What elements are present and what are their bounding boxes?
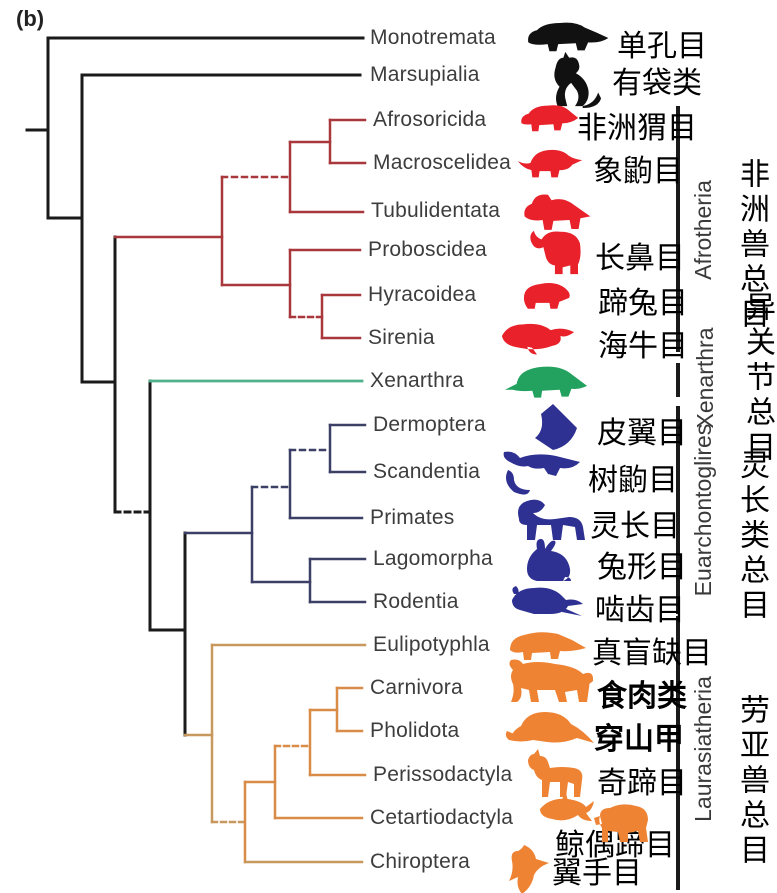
taxon-label-pholidota: Pholidota <box>370 719 460 742</box>
clade-euarchontoglires-branches <box>183 423 367 604</box>
taxon-label-sirenia: Sirenia <box>368 326 435 349</box>
taxon-cn-perissodactyla: 奇蹄目 <box>597 767 687 800</box>
taxon-cn-sirenia: 海牛目 <box>598 330 688 363</box>
tiger-icon <box>509 659 594 702</box>
taxon-cn-marsupialia: 有袋类 <box>612 67 702 100</box>
colugo-icon <box>535 404 577 450</box>
taxon-cn-scandentia: 树鼩目 <box>588 464 678 497</box>
taxon-cn-monotremata: 单孔目 <box>617 30 707 63</box>
taxon-label-dermoptera: Dermoptera <box>373 413 486 436</box>
taxon-label-lagomorpha: Lagomorpha <box>373 547 493 570</box>
taxon-label-xenarthra: Xenarthra <box>370 369 465 392</box>
group-cn-afrotheria: 非洲兽总目 <box>735 158 768 333</box>
taxon-cn-macroscelidea: 象鼩目 <box>593 155 683 188</box>
taxon-label-macroscelidea: Macroscelidea <box>373 151 511 174</box>
kangaroo-icon <box>554 51 602 108</box>
taxon-label-tubulidentata: Tubulidentata <box>371 199 501 222</box>
figure-label: (b) <box>16 6 45 31</box>
taxon-cn-hyracoidea: 蹄兔目 <box>598 287 688 320</box>
bat-icon <box>509 845 549 893</box>
moonrat-icon <box>510 632 586 660</box>
horse-icon <box>528 749 583 797</box>
taxon-label-cetartiodactyla: Cetartiodactyla <box>370 806 514 829</box>
taxon-cn-lagomorpha: 兔形目 <box>597 551 687 584</box>
elephant-icon <box>530 230 581 275</box>
pig-icon <box>594 804 648 842</box>
group-label-laurasiatheria: Laurasiatheria <box>690 676 716 822</box>
group-label-euarchontoglires: Euarchontoglires <box>690 423 716 597</box>
taxon-label-carnivora: Carnivora <box>370 676 463 699</box>
clade-afrotheria-branches <box>113 118 367 340</box>
taxon-label-monotremata: Monotremata <box>370 26 496 49</box>
taxon-label-rodentia: Rodentia <box>373 590 459 613</box>
taxon-label-perissodactyla: Perissodactyla <box>373 763 513 786</box>
elephant-shrew-icon <box>517 149 583 178</box>
taxon-label-scandentia: Scandentia <box>373 460 481 483</box>
group-cn-euarchontoglires: 灵长类总目 <box>735 449 768 624</box>
taxon-label-marsupialia: Marsupialia <box>370 63 480 86</box>
taxon-cn-carnivora: 食肉类 <box>597 680 687 713</box>
taxon-label-primates: Primates <box>370 506 455 529</box>
taxon-cn-rodentia: 啮齿目 <box>595 594 685 627</box>
primate-icon <box>518 499 585 540</box>
group-cn-xenarthra: 异关节总目 <box>741 291 774 466</box>
taxon-cn-eulipotyphla: 真盲缺目 <box>592 637 712 670</box>
whale-pig-icon <box>540 793 594 821</box>
aardvark-icon <box>524 194 591 230</box>
taxon-label-afrosoricida: Afrosoricida <box>373 108 487 131</box>
taxon-label-chiroptera: Chiroptera <box>370 850 471 873</box>
hyrax-icon <box>523 283 570 309</box>
group-cn-laurasiatheria: 劳亚兽总目 <box>735 694 768 869</box>
rabbit-icon <box>527 539 571 581</box>
taxon-label-hyracoidea: Hyracoidea <box>368 283 477 306</box>
taxon-cn-afrosoricida: 非洲猬目 <box>577 112 697 145</box>
treeshrew-icon <box>503 451 580 495</box>
taxon-cn-proboscidea: 长鼻目 <box>595 242 685 275</box>
platypus-icon <box>528 22 609 52</box>
manatee-icon <box>501 323 575 355</box>
armadillo-icon <box>504 366 588 398</box>
tenrec-icon <box>521 105 579 132</box>
taxon-label-eulipotyphla: Eulipotyphla <box>373 633 490 656</box>
clade-laurasiatheria-branches <box>183 643 367 864</box>
taxon-cn-cetartiodactyla: 鲸偶蹄目 <box>555 829 675 862</box>
rodent-icon <box>512 586 583 616</box>
pangolin-icon <box>505 712 594 743</box>
taxon-cn-pholidota: 穿山甲 <box>594 723 684 756</box>
taxon-label-proboscidea: Proboscidea <box>368 238 487 261</box>
taxon-cn-chiroptera: 翼手目 <box>552 857 642 890</box>
taxon-cn-dermoptera: 皮翼目 <box>597 417 687 450</box>
taxon-cn-primates: 灵长目 <box>590 510 680 543</box>
